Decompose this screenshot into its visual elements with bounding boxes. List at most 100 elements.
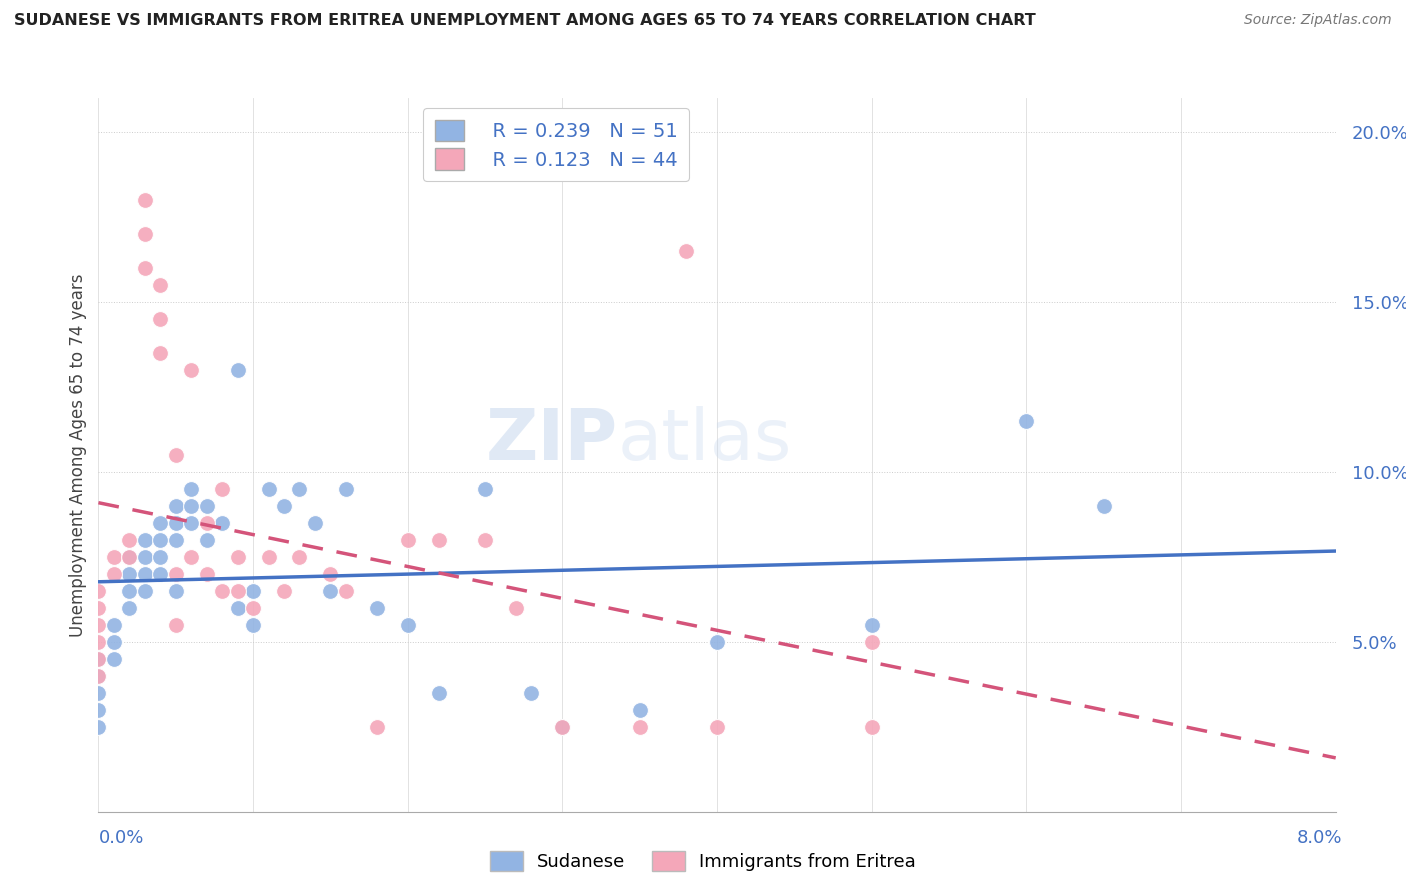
Point: [103, 566, 125, 581]
Point: [211, 583, 233, 598]
Point: [87, 583, 110, 598]
Point: [319, 583, 342, 598]
Text: ZIP: ZIP: [486, 406, 619, 475]
Point: [242, 617, 264, 632]
Point: [304, 516, 326, 530]
Point: [706, 720, 728, 734]
Point: [118, 533, 141, 547]
Point: [474, 482, 496, 496]
Point: [118, 549, 141, 564]
Point: [335, 583, 357, 598]
Point: [149, 533, 172, 547]
Point: [87, 600, 110, 615]
Point: [242, 600, 264, 615]
Point: [396, 533, 419, 547]
Point: [118, 600, 141, 615]
Text: atlas: atlas: [619, 406, 793, 475]
Text: SUDANESE VS IMMIGRANTS FROM ERITREA UNEMPLOYMENT AMONG AGES 65 TO 74 YEARS CORRE: SUDANESE VS IMMIGRANTS FROM ERITREA UNEM…: [14, 13, 1036, 29]
Y-axis label: Unemployment Among Ages 65 to 74 years: Unemployment Among Ages 65 to 74 years: [69, 273, 87, 637]
Point: [118, 583, 141, 598]
Point: [87, 669, 110, 683]
Text: 0.0%: 0.0%: [98, 829, 143, 847]
Point: [860, 635, 883, 649]
Point: [87, 720, 110, 734]
Point: [103, 635, 125, 649]
Point: [87, 669, 110, 683]
Point: [118, 549, 141, 564]
Point: [195, 516, 218, 530]
Point: [149, 278, 172, 293]
Point: [149, 312, 172, 326]
Point: [551, 720, 574, 734]
Point: [87, 686, 110, 700]
Point: [366, 600, 388, 615]
Point: [288, 482, 311, 496]
Point: [87, 617, 110, 632]
Point: [628, 720, 651, 734]
Point: [103, 549, 125, 564]
Point: [195, 533, 218, 547]
Point: [242, 583, 264, 598]
Point: [165, 499, 187, 513]
Point: [103, 652, 125, 666]
Point: [103, 617, 125, 632]
Point: [288, 549, 311, 564]
Point: [134, 193, 156, 207]
Legend:   R = 0.239   N = 51,   R = 0.123   N = 44: R = 0.239 N = 51, R = 0.123 N = 44: [423, 108, 689, 181]
Point: [226, 600, 249, 615]
Point: [427, 686, 450, 700]
Point: [149, 566, 172, 581]
Point: [628, 703, 651, 717]
Point: [134, 549, 156, 564]
Point: [87, 652, 110, 666]
Point: [675, 244, 697, 258]
Point: [211, 516, 233, 530]
Point: [87, 635, 110, 649]
Point: [134, 533, 156, 547]
Point: [860, 720, 883, 734]
Point: [335, 482, 357, 496]
Point: [180, 516, 202, 530]
Point: [226, 549, 249, 564]
Point: [366, 720, 388, 734]
Point: [87, 652, 110, 666]
Point: [134, 566, 156, 581]
Point: [149, 549, 172, 564]
Point: [87, 703, 110, 717]
Point: [319, 566, 342, 581]
Point: [165, 533, 187, 547]
Point: [257, 549, 280, 564]
Point: [165, 583, 187, 598]
Point: [551, 720, 574, 734]
Point: [149, 516, 172, 530]
Point: [165, 617, 187, 632]
Point: [180, 482, 202, 496]
Point: [134, 227, 156, 241]
Point: [165, 448, 187, 462]
Point: [273, 499, 295, 513]
Point: [226, 583, 249, 598]
Point: [706, 635, 728, 649]
Point: [860, 617, 883, 632]
Point: [257, 482, 280, 496]
Point: [211, 482, 233, 496]
Point: [520, 686, 543, 700]
Point: [118, 566, 141, 581]
Point: [1092, 499, 1115, 513]
Point: [273, 583, 295, 598]
Point: [180, 499, 202, 513]
Point: [195, 566, 218, 581]
Point: [165, 516, 187, 530]
Text: 8.0%: 8.0%: [1298, 829, 1343, 847]
Point: [1015, 414, 1038, 428]
Point: [226, 363, 249, 377]
Point: [195, 499, 218, 513]
Point: [505, 600, 527, 615]
Point: [180, 549, 202, 564]
Point: [134, 260, 156, 275]
Point: [474, 533, 496, 547]
Text: Source: ZipAtlas.com: Source: ZipAtlas.com: [1244, 13, 1392, 28]
Point: [165, 566, 187, 581]
Point: [134, 583, 156, 598]
Point: [396, 617, 419, 632]
